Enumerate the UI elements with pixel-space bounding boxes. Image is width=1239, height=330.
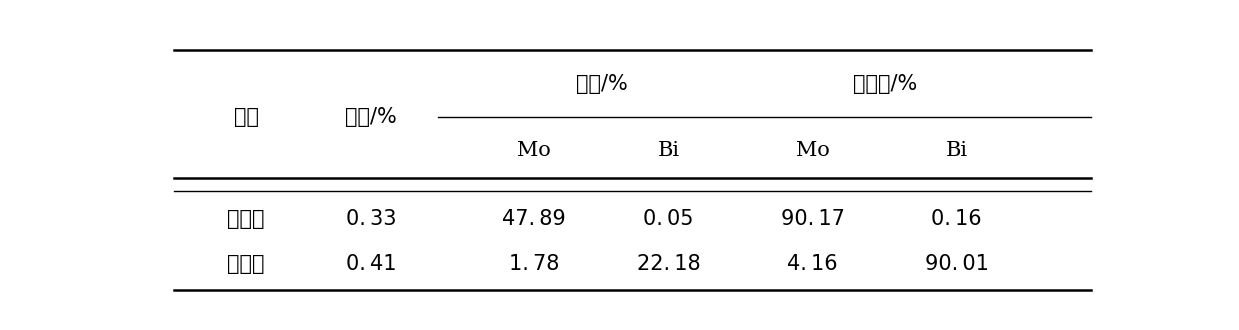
Text: 90. 17: 90. 17: [781, 209, 845, 229]
Text: Bi: Bi: [945, 141, 968, 160]
Text: 22. 18: 22. 18: [637, 254, 700, 275]
Text: 回收率/%: 回收率/%: [852, 74, 917, 94]
Text: Mo: Mo: [795, 141, 829, 160]
Text: 4. 16: 4. 16: [787, 254, 838, 275]
Text: 0. 16: 0. 16: [932, 209, 983, 229]
Text: 品位/%: 品位/%: [575, 74, 627, 94]
Text: 47. 89: 47. 89: [502, 209, 566, 229]
Text: 0. 05: 0. 05: [643, 209, 694, 229]
Text: Bi: Bi: [658, 141, 680, 160]
Text: 1. 78: 1. 78: [509, 254, 559, 275]
Text: 0. 33: 0. 33: [346, 209, 396, 229]
Text: 钐精矿: 钐精矿: [227, 254, 265, 275]
Text: 产率/%: 产率/%: [344, 107, 396, 127]
Text: 产品: 产品: [234, 107, 259, 127]
Text: 90. 01: 90. 01: [924, 254, 989, 275]
Text: 0. 41: 0. 41: [346, 254, 396, 275]
Text: 钒精矿: 钒精矿: [227, 209, 265, 229]
Text: Mo: Mo: [518, 141, 551, 160]
